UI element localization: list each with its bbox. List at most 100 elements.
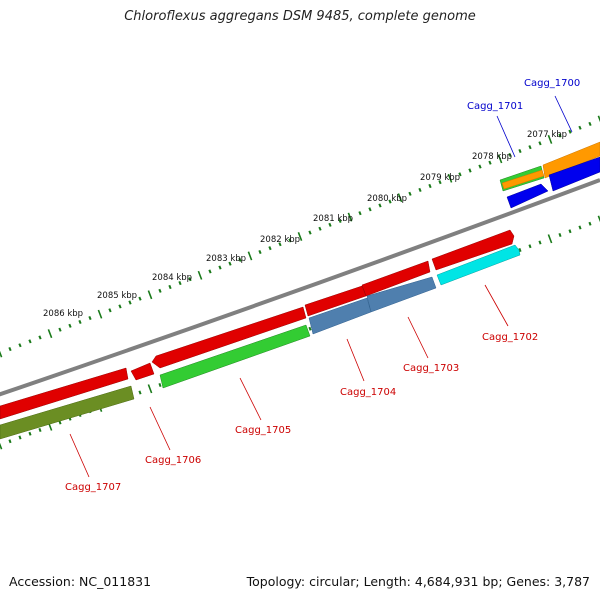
outer-track-minor-tick (268, 246, 272, 251)
outer-track-minor-tick (58, 327, 62, 332)
outer-track-major-tick (197, 270, 203, 280)
gene-label-cagg-1700: Cagg_1700 (524, 78, 580, 89)
outer-track-major-tick (247, 251, 253, 261)
outer-track-minor-tick (178, 281, 182, 286)
outer-track-major-tick (597, 115, 600, 123)
callout-line-cagg-1706 (149, 406, 171, 451)
outer-track-minor-tick (108, 308, 112, 313)
inner-track-minor-tick (538, 240, 542, 245)
outer-tick-track (0, 115, 600, 358)
outer-track-minor-tick (308, 230, 312, 235)
feature-cagg-1701-blue[interactable] (506, 183, 549, 209)
outer-track-minor-tick (578, 125, 582, 130)
outer-track-minor-tick (468, 168, 472, 173)
gene-label-cagg-1706: Cagg_1706 (145, 455, 201, 466)
feature-cagg-1701-orange[interactable] (501, 169, 545, 190)
feature-cagg-1706-red[interactable] (130, 362, 155, 381)
inner-track-minor-tick (8, 439, 12, 444)
callout-line-cagg-1703 (407, 316, 429, 359)
inner-track-minor-tick (308, 326, 312, 331)
outer-track-minor-tick (408, 191, 412, 196)
feature-cagg-1702-cyan[interactable] (436, 244, 521, 286)
outer-track-minor-tick (358, 211, 362, 216)
outer-track-major-tick (347, 212, 353, 222)
gene-label-cagg-1707: Cagg_1707 (65, 482, 121, 493)
outer-track-minor-tick (158, 288, 162, 293)
outer-track-minor-tick (378, 203, 382, 208)
scale-labels: 2077 kbp 2078 kbp 2079 kbp 2080 kbp 2081… (43, 130, 567, 319)
outer-track-minor-tick (458, 172, 462, 177)
scale-label-2086: 2086 kbp (43, 309, 83, 319)
gene-label-cagg-1703: Cagg_1703 (403, 363, 459, 374)
scale-label-2079: 2079 kbp (420, 173, 460, 183)
inner-track-minor-tick (28, 431, 32, 436)
outer-track-major-tick (297, 232, 303, 241)
outer-track-minor-tick (538, 141, 542, 146)
gene-labels: Cagg_1700 Cagg_1701 Cagg_1702 Cagg_1703 … (65, 78, 580, 493)
outer-track-minor-tick (18, 343, 22, 348)
inner-track-minor-tick (578, 225, 582, 230)
inner-track-minor-tick (18, 435, 22, 440)
genome-backbone (0, 178, 600, 397)
feature-cagg-1702-red[interactable] (431, 229, 515, 271)
inner-track-minor-tick (568, 229, 572, 234)
outer-track-major-tick (497, 154, 503, 164)
feature-cagg-1704-red[interactable] (304, 285, 367, 317)
scale-label-2081: 2081 kbp (313, 214, 353, 224)
outer-track-minor-tick (428, 183, 432, 189)
outer-track-minor-tick (438, 180, 442, 185)
inner-track-minor-tick (138, 390, 142, 395)
outer-track-minor-tick (168, 284, 172, 290)
outer-track-minor-tick (318, 226, 322, 231)
outer-track-major-tick (47, 329, 53, 339)
outer-track-minor-tick (38, 335, 42, 340)
inner-track-minor-tick (588, 221, 592, 226)
gene-label-cagg-1702: Cagg_1702 (482, 332, 538, 343)
outer-track-major-tick (97, 309, 103, 319)
feature-cagg-1705-red[interactable] (151, 306, 307, 369)
inner-track-major-tick (0, 442, 3, 450)
outer-track-minor-tick (228, 261, 232, 266)
scale-label-2085: 2085 kbp (97, 291, 137, 301)
feature-cagg-1700-blue[interactable] (548, 156, 600, 192)
outer-track-minor-tick (368, 207, 372, 212)
outer-track-minor-tick (78, 319, 82, 324)
outer-track-major-tick (447, 173, 453, 183)
outer-track-minor-tick (128, 300, 132, 305)
callout-line-cagg-1707 (69, 433, 90, 478)
outer-track-minor-tick (558, 133, 562, 138)
scale-label-2084: 2084 kbp (152, 273, 192, 283)
feature-cagg-1707-red[interactable] (0, 367, 129, 420)
callout-line-cagg-1700 (554, 95, 573, 133)
callout-line-cagg-1702 (484, 284, 509, 327)
inner-track-major-tick (597, 215, 600, 223)
scale-label-2080: 2080 kbp (367, 194, 407, 204)
accession-text: Accession: NC_011831 (9, 574, 152, 589)
topology-text: Topology: circular; Length: 4,684,931 bp… (246, 574, 590, 589)
outer-track-minor-tick (28, 339, 32, 344)
gene-label-cagg-1704: Cagg_1704 (340, 387, 396, 398)
feature-cagg-1707-olive[interactable] (0, 385, 135, 440)
callout-lines (69, 95, 573, 478)
feature-cagg-1704-steelblue[interactable] (308, 297, 372, 335)
callout-line-cagg-1705 (239, 377, 262, 421)
inner-track-minor-tick (38, 427, 42, 433)
outer-track-minor-tick (488, 160, 492, 165)
figure-title: Chloroflexus aggregans DSM 9485, complet… (124, 9, 476, 24)
scale-label-2082: 2082 kbp (260, 235, 300, 245)
outer-track-minor-tick (208, 269, 212, 274)
outer-track-minor-tick (418, 187, 422, 192)
outer-track-major-tick (0, 350, 3, 358)
outer-track-major-tick (397, 193, 403, 203)
outer-track-minor-tick (138, 296, 142, 301)
outer-track-minor-tick (518, 149, 522, 154)
inner-track-minor-tick (158, 382, 162, 388)
outer-track-minor-tick (238, 257, 242, 262)
outer-track-minor-tick (218, 265, 222, 270)
feature-cagg-1700-orange[interactable] (542, 141, 600, 179)
outer-track-minor-tick (388, 199, 392, 204)
feature-cagg-1705-green[interactable] (159, 324, 311, 389)
outer-track-major-tick (547, 134, 553, 144)
scale-label-2083: 2083 kbp (206, 254, 246, 264)
